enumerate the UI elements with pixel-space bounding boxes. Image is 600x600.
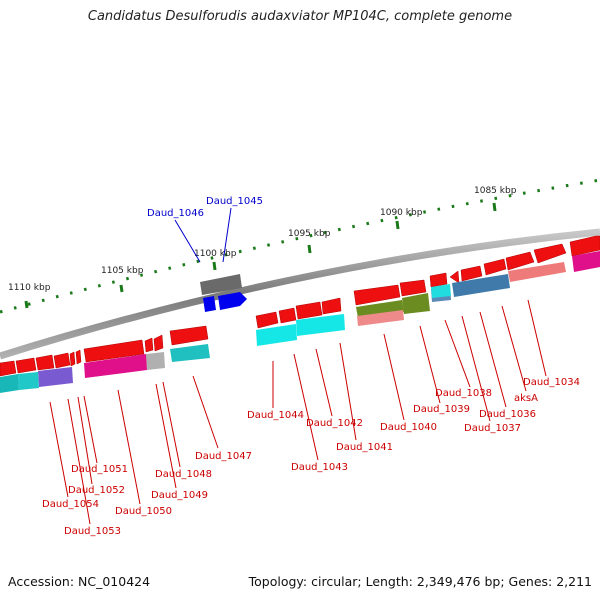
cat-cyan-1 — [431, 284, 451, 298]
gene-label-daud-1052: Daud_1052 — [68, 485, 125, 496]
cds-daud-1046-blue-b[interactable] — [218, 292, 247, 310]
gene-label-daud-1045: Daud_1045 — [206, 196, 263, 207]
cat-teal-1 — [170, 344, 210, 362]
scale-label-1095: 1095 kbp — [288, 229, 331, 239]
cds-daud-1039 — [449, 270, 460, 284]
cds-daud-1049 — [144, 337, 154, 353]
gene-label-daud-1046: Daud_1046 — [147, 208, 204, 219]
gene-label-daud-1041: Daud_1041 — [336, 442, 393, 453]
cat-grey-1 — [146, 352, 165, 370]
cds-daud-1048 — [153, 334, 164, 352]
gene-label-daud-1050: Daud_1050 — [115, 506, 172, 517]
scale-ticks — [24, 202, 497, 309]
cat-salmon-2 — [357, 310, 404, 326]
cds-track-category — [0, 251, 600, 393]
cds-daud-1055 — [15, 357, 37, 374]
gene-label-daud-1048: Daud_1048 — [155, 469, 212, 480]
cds-track-forward — [0, 235, 600, 377]
cds-daud-1045b — [255, 311, 279, 329]
gene-label-daud-1039: Daud_1039 — [413, 404, 470, 415]
cds-daud-1044 — [295, 301, 323, 320]
cat-olive-1 — [402, 293, 430, 314]
label-leaders — [49, 299, 547, 525]
cds-daud-1044b — [278, 307, 297, 324]
gene-label-daud-1038: Daud_1038 — [435, 388, 492, 399]
cds-daud-1045[interactable] — [200, 274, 242, 295]
cat-magenta-1 — [572, 251, 600, 272]
cds-daud-1041 — [399, 279, 427, 297]
gene-label-daud-1049: Daud_1049 — [151, 490, 208, 501]
cds-daud-1051 — [75, 349, 82, 365]
scale-label-1090: 1090 kbp — [380, 208, 423, 218]
cds-daud-1050 — [83, 339, 145, 363]
gene-label-daud-1047: Daud_1047 — [195, 451, 252, 462]
gene-label-daud-1037: Daud_1037 — [464, 423, 521, 434]
map-title: Candidatus Desulforudis audaxviator MP10… — [87, 9, 513, 24]
gene-label-daud-1036: Daud_1036 — [479, 409, 536, 420]
cds-daud-1040 — [429, 272, 448, 288]
cds-daud-aksA — [533, 243, 567, 264]
cat-pink-1 — [84, 354, 147, 378]
gene-label-daud-1034: Daud_1034 — [523, 377, 580, 388]
gene-label-daud-1044: Daud_1044 — [247, 410, 304, 421]
genome-backbone — [0, 228, 600, 360]
cds-daud-1053 — [53, 352, 71, 369]
scale-label-1085: 1085 kbp — [474, 186, 517, 196]
cat-teal-2 — [0, 374, 19, 393]
cds-daud-1052 — [69, 351, 76, 367]
cat-steel-1 — [452, 274, 510, 297]
cat-salmon-1 — [508, 262, 566, 282]
cds-daud-1046-blue-a[interactable] — [203, 296, 216, 312]
cds-daud-1042 — [353, 284, 401, 306]
cds-daud-1054 — [35, 354, 55, 371]
scale-label-1105: 1105 kbp — [101, 266, 144, 276]
topology-info: Topology: circular; Length: 2,349,476 bp… — [248, 574, 592, 589]
cat-cyan-3 — [256, 324, 297, 346]
cds-daud-1047 — [169, 325, 209, 346]
cds-daud-1034 — [569, 235, 600, 257]
cat-cyan-2 — [296, 314, 345, 336]
scale-arc — [0, 178, 600, 314]
gene-label-daud-1043: Daud_1043 — [291, 462, 348, 473]
cat-purple-1 — [38, 367, 73, 387]
gene-label-aksa: aksA — [514, 393, 538, 404]
accession-text: Accession: NC_010424 — [8, 574, 151, 589]
cds-daud-1037 — [483, 258, 507, 276]
cds-daud-1036 — [505, 251, 535, 271]
cds-daud-1056 — [0, 360, 17, 377]
cds-daud-1038 — [460, 265, 483, 282]
highlight-leaders — [174, 207, 232, 263]
scale-label-1110: 1110 kbp — [8, 283, 51, 293]
gene-label-daud-1042: Daud_1042 — [306, 418, 363, 429]
gene-label-daud-1053: Daud_1053 — [64, 526, 121, 537]
gene-label-daud-1051: Daud_1051 — [71, 464, 128, 475]
gene-label-daud-1054: Daud_1054 — [42, 499, 99, 510]
scale-label-1100: 1100 kbp — [194, 249, 237, 259]
cat-cyan-4 — [18, 372, 39, 390]
cds-daud-1043 — [321, 297, 342, 315]
gene-label-daud-1040: Daud_1040 — [380, 422, 437, 433]
